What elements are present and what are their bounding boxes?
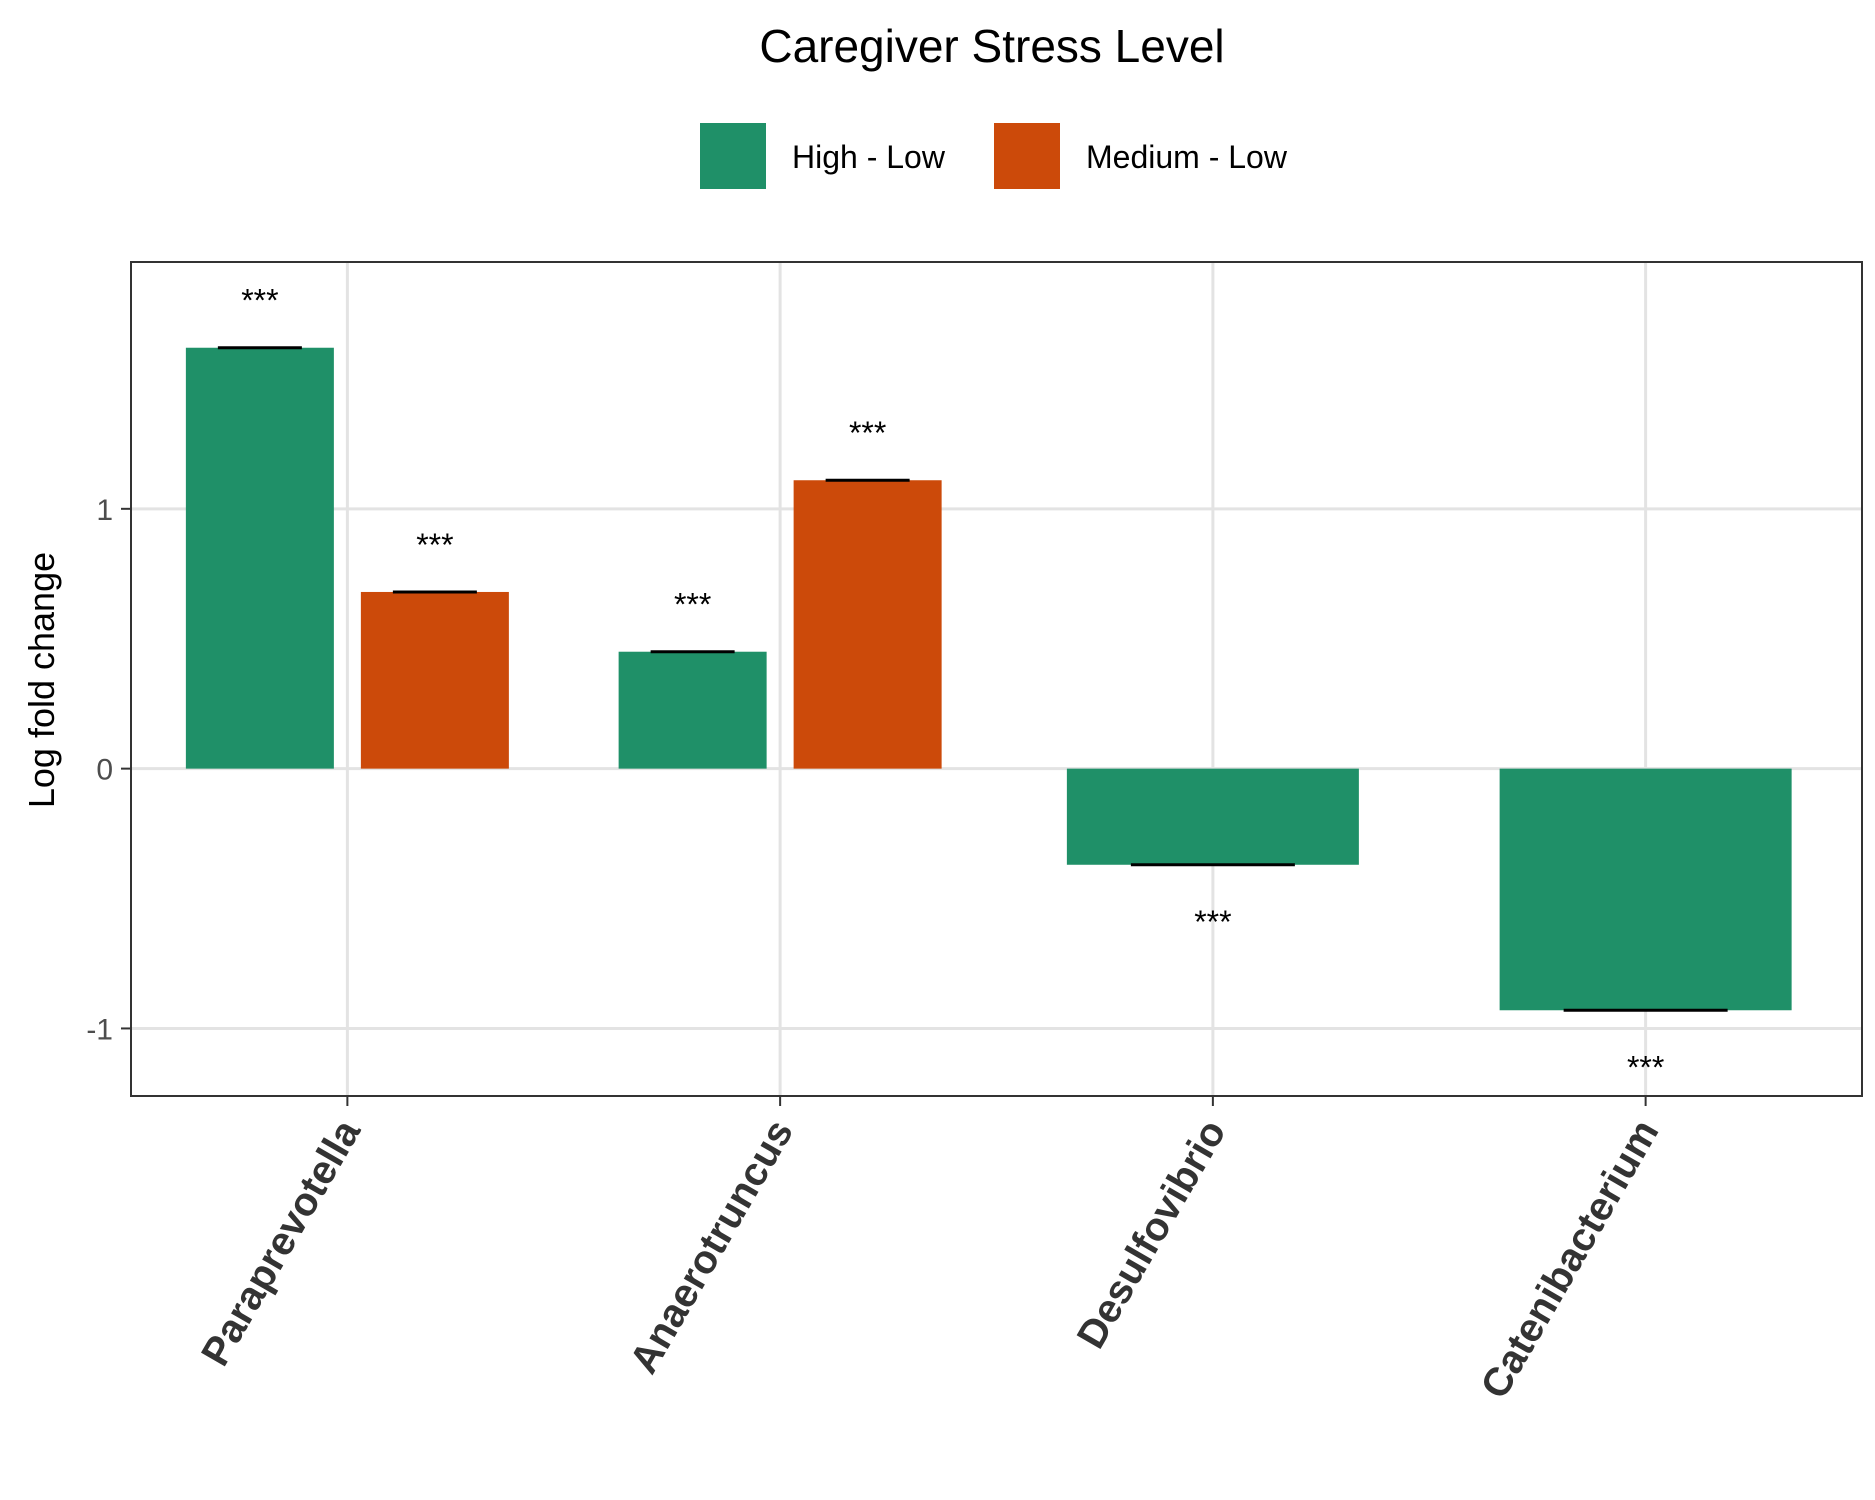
chart-title: Caregiver Stress Level <box>759 20 1224 72</box>
bar <box>360 591 509 769</box>
bar <box>1066 768 1359 865</box>
x-tick-label: Desulfovibrio <box>1069 1113 1235 1356</box>
bar <box>618 651 767 769</box>
significance-label: *** <box>241 283 278 319</box>
significance-label: *** <box>416 527 453 563</box>
bars <box>185 346 1792 1012</box>
significance-label: *** <box>674 587 711 623</box>
legend-label: High - Low <box>792 139 946 175</box>
significance-annotations: *** *** *** *** *** *** <box>241 283 1664 1086</box>
y-tick-label: -1 <box>86 1013 113 1046</box>
legend-swatch <box>700 123 766 189</box>
y-axis: -1 0 1 <box>86 494 131 1046</box>
x-tick-label: Paraprevotella <box>193 1112 369 1373</box>
legend-label: Medium - Low <box>1086 139 1288 175</box>
x-tick-label: Anaerotruncus <box>622 1113 802 1381</box>
significance-label: *** <box>849 415 886 451</box>
y-axis-label: Log fold change <box>21 552 62 808</box>
x-tick-label: Catenibacterium <box>1473 1113 1668 1406</box>
y-tick-label: 1 <box>96 494 113 527</box>
legend: High - Low Medium - Low <box>700 123 1288 189</box>
plot-border <box>130 261 1863 1097</box>
bar <box>1499 768 1792 1011</box>
legend-swatch <box>994 123 1060 189</box>
x-axis: Paraprevotella Anaerotruncus Desulfovibrio… <box>193 1096 1667 1406</box>
y-tick-label: 0 <box>96 754 113 787</box>
bar <box>793 480 942 769</box>
bar <box>185 347 334 769</box>
significance-label: *** <box>1627 1049 1664 1085</box>
significance-label: *** <box>1194 904 1231 940</box>
